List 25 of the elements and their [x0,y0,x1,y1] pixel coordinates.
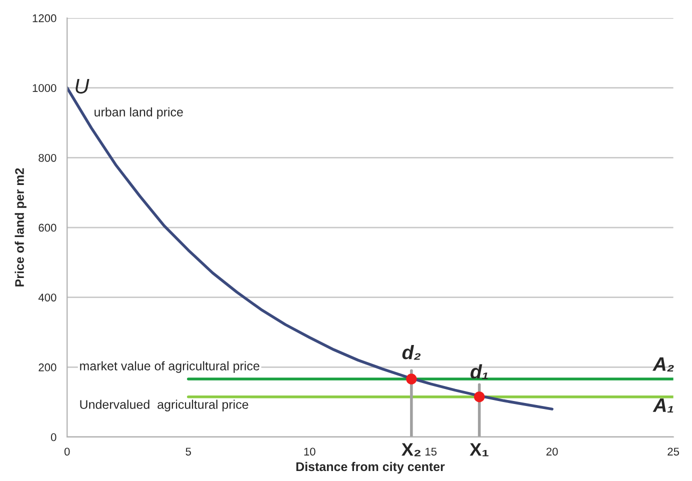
x-tick-label: 10 [304,448,316,456]
y-tick-label: 1000 [32,84,56,92]
annotation: A₁ [652,398,674,412]
y-tick-label: 400 [38,294,56,302]
y-axis-title: Price of land per m2 [14,168,26,286]
y-tick-label: 1200 [32,14,56,22]
annotation: U [76,79,90,94]
x-tick-label: 15 [426,448,437,456]
x-axis-title: Distance from city center [296,462,445,474]
x-tick-label: 20 [546,448,558,456]
x-tick-label: 5 [186,448,191,456]
y-tick-label: 200 [38,363,56,372]
annotation: X₁ [470,443,488,456]
x-tick-label: 0 [64,448,70,456]
annotation: A₂ [652,357,674,372]
y-tick-label: 0 [50,433,56,442]
annotation: Undervalued agricultural price [80,400,248,412]
x-tick-label: 25 [668,448,680,456]
annotation: market value of agricultural price [80,361,260,373]
annotation: urban land price [94,107,183,119]
y-tick-label: 600 [38,224,56,232]
annotation: X₂ [402,443,421,456]
annotation: d₂ [402,344,421,360]
annotation: d₁ [470,364,488,379]
y-tick-label: 800 [38,154,56,162]
